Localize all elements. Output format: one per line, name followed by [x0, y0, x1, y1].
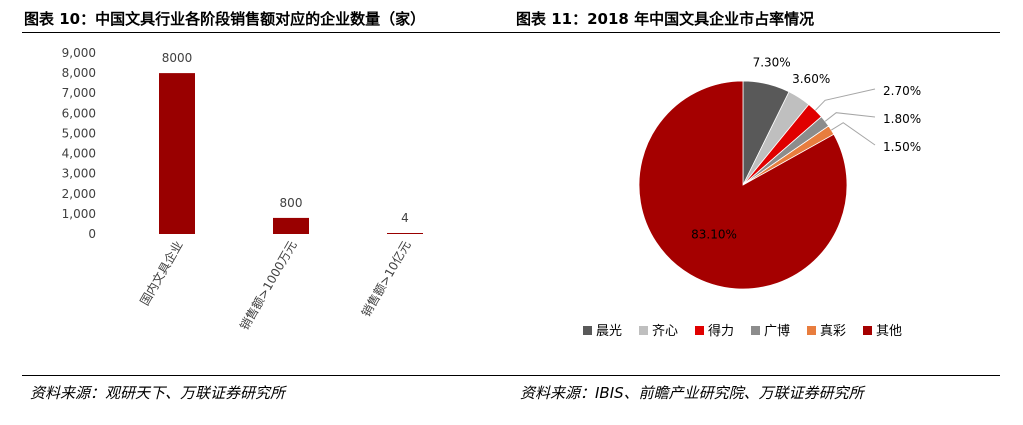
leader-line — [824, 112, 876, 122]
bar-value-label: 8000 — [162, 51, 193, 65]
right-source-note: 资料来源：IBIS、前瞻产业研究院、万联证券研究所 — [520, 384, 864, 402]
legend-label: 齐心 — [652, 323, 678, 339]
x-category-label: 销售额>1000万元 — [236, 238, 299, 333]
legend-swatch — [863, 326, 872, 335]
slice-value-label: 7.30% — [753, 55, 791, 69]
left-chart-title: 图表 10：中国文具行业各阶段销售额对应的企业数量（家） — [24, 10, 426, 28]
y-tick-label: 1,000 — [62, 207, 96, 221]
slice-value-label: 2.70% — [883, 84, 921, 98]
x-category-label: 国内文具企业 — [137, 238, 186, 308]
legend-label: 其他 — [876, 324, 902, 339]
slice-value-label: 83.10% — [691, 227, 737, 241]
y-tick-label: 2,000 — [62, 187, 96, 201]
bar — [387, 233, 423, 234]
legend-label: 真彩 — [820, 324, 846, 339]
slice-value-label: 1.80% — [883, 112, 921, 126]
legend-label: 广博 — [764, 324, 790, 339]
y-tick-label: 7,000 — [62, 86, 96, 100]
legend-label: 晨光 — [596, 324, 622, 339]
y-tick-label: 9,000 — [62, 46, 96, 60]
bar-value-label: 800 — [280, 196, 303, 210]
y-tick-label: 0 — [88, 227, 96, 241]
slice-value-label: 1.50% — [883, 140, 921, 154]
legend-swatch — [695, 326, 704, 335]
x-category-label: 销售额>10亿元 — [358, 238, 414, 319]
legend-swatch — [751, 326, 760, 335]
legend-label: 得力 — [708, 323, 734, 339]
legend-swatch — [807, 326, 816, 335]
legend-swatch — [583, 326, 592, 335]
footer-rule — [22, 375, 1000, 376]
right-chart-title: 图表 11：2018 年中国文具企业市占率情况 — [516, 10, 815, 28]
left-source-note: 资料来源：观研天下、万联证券研究所 — [30, 384, 286, 402]
y-tick-label: 3,000 — [62, 167, 96, 181]
pie-chart: 7.30%3.60% 2.70% 1.80% 1.50% 83.10% 晨光 齐心 得力 广博 真… — [583, 55, 921, 339]
bar-value-label: 4 — [401, 211, 409, 225]
pie-slice — [638, 80, 848, 290]
leader-line — [815, 88, 876, 111]
leader-line — [831, 122, 876, 146]
bar — [273, 217, 309, 234]
bar — [159, 73, 195, 234]
y-tick-label: 6,000 — [62, 106, 96, 120]
y-tick-label: 8,000 — [62, 66, 96, 80]
header-rule — [22, 32, 1000, 33]
bar-chart: 0 1,000 2,000 3,000 4,000 5,000 6,000 7,000 8,00… — [62, 46, 423, 333]
slice-value-label: 3.60% — [792, 72, 830, 86]
legend-swatch — [639, 326, 648, 335]
y-tick-label: 4,000 — [62, 147, 96, 161]
y-tick-label: 5,000 — [62, 126, 96, 140]
